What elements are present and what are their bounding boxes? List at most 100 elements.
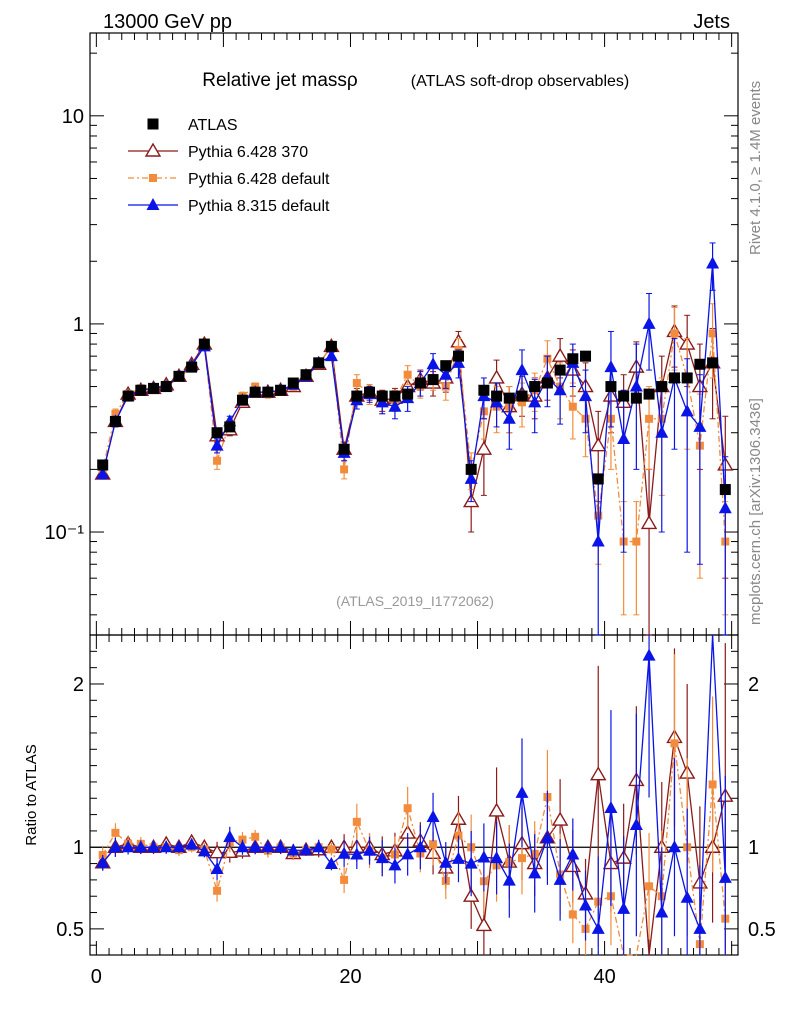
data-point-pythia-8-315-default bbox=[617, 431, 631, 444]
y-tick-label-right: 0.5 bbox=[748, 919, 776, 941]
ratio-point-pythia-8-315-default bbox=[413, 840, 427, 853]
data-point-pythia-8-315-default bbox=[553, 383, 567, 396]
ratio-point-pythia-8-315-default bbox=[363, 843, 377, 856]
ratio-point-pythia-6-428-default bbox=[352, 817, 361, 826]
ratio-point-pythia-8-315-default bbox=[248, 840, 262, 853]
data-point-atlas bbox=[160, 381, 172, 393]
data-point-atlas bbox=[376, 390, 388, 402]
data-point-atlas bbox=[656, 381, 668, 393]
data-point-atlas bbox=[135, 384, 147, 396]
data-point-atlas bbox=[173, 370, 185, 382]
data-point-atlas bbox=[325, 340, 337, 352]
header-left: 13000 GeV pp bbox=[103, 11, 232, 33]
series-line-pythia-8-315-default bbox=[102, 263, 726, 542]
data-point-pythia-8-315-default bbox=[324, 349, 338, 362]
y-tick-label: 2 bbox=[73, 674, 84, 696]
legend-label: Pythia 6.428 370 bbox=[188, 144, 308, 161]
x-tick-label: 0 bbox=[91, 966, 102, 988]
ratio-point-pythia-8-315-default bbox=[667, 840, 681, 853]
ratio-point-pythia-8-315-default bbox=[121, 840, 135, 853]
legend-marker bbox=[147, 118, 159, 130]
ratio-point-pythia-8-315-default bbox=[502, 873, 516, 886]
data-point-atlas bbox=[503, 392, 515, 404]
data-point-pythia-8-315-default bbox=[718, 501, 732, 514]
data-point-atlas bbox=[592, 473, 604, 485]
chart-title: Relative jet massρ bbox=[202, 70, 358, 91]
data-point-pythia-6-428-370 bbox=[488, 369, 505, 384]
ratio-point-pythia-8-315-default bbox=[324, 856, 338, 869]
chart-subtitle: (ATLAS soft-drop observables) bbox=[411, 73, 629, 90]
ratio-point-pythia-8-315-default bbox=[337, 846, 351, 859]
ratio-point-pythia-8-315-default bbox=[528, 866, 542, 879]
ratio-point-pythia-8-315-default bbox=[579, 898, 593, 911]
ratio-point-pythia-8-315-default bbox=[388, 858, 402, 871]
data-point-atlas bbox=[97, 459, 109, 471]
data-point-atlas bbox=[211, 427, 223, 439]
ratio-point-pythia-8-315-default bbox=[159, 840, 173, 853]
series-line-pythia-6-428-370 bbox=[102, 330, 726, 524]
data-point-pythia-8-315-default bbox=[528, 395, 542, 408]
ratio-point-pythia-6-428-default bbox=[403, 804, 412, 813]
ratio-point-pythia-8-315-default bbox=[604, 801, 618, 814]
legend-marker bbox=[146, 198, 160, 210]
data-point-pythia-8-315-default bbox=[579, 389, 593, 402]
data-point-atlas bbox=[402, 388, 414, 400]
data-point-pythia-8-315-default bbox=[680, 404, 694, 417]
data-point-pythia-6-428-370 bbox=[551, 347, 569, 362]
data-point-pythia-6-428-default bbox=[111, 409, 120, 418]
ratio-point-pythia-8-315-default bbox=[642, 648, 656, 661]
legend-marker bbox=[144, 142, 162, 157]
ratio-point-pythia-8-315-default bbox=[540, 830, 554, 843]
data-point-pythia-6-428-default bbox=[632, 537, 641, 546]
data-point-pythia-8-315-default bbox=[706, 256, 720, 269]
ratio-point-pythia-8-315-default bbox=[718, 870, 732, 883]
y-tick-label: 1 bbox=[73, 314, 84, 336]
ratio-point-pythia-8-315-default bbox=[134, 840, 148, 853]
data-point-pythia-6-428-default bbox=[403, 370, 412, 379]
y-tick-label: 10 bbox=[62, 106, 84, 128]
data-point-pythia-6-428-370 bbox=[475, 440, 493, 455]
ratio-point-pythia-8-315-default bbox=[477, 850, 491, 863]
ratio-point-pythia-8-315-default bbox=[108, 840, 122, 853]
ratio-point-pythia-8-315-default bbox=[490, 851, 504, 864]
data-point-pythia-6-428-default bbox=[708, 329, 717, 338]
y-tick-label: 0.5 bbox=[56, 919, 84, 941]
data-point-atlas bbox=[389, 390, 401, 402]
ratio-point-pythia-8-315-default bbox=[147, 840, 161, 853]
data-point-atlas bbox=[541, 377, 553, 389]
data-point-pythia-6-428-default bbox=[568, 402, 577, 411]
data-point-pythia-6-428-default bbox=[213, 456, 222, 465]
ratio-point-pythia-8-315-default bbox=[655, 905, 669, 918]
ratio-point-pythia-6-428-default bbox=[327, 845, 336, 854]
ratio-point-pythia-8-315-default bbox=[223, 830, 237, 843]
data-point-atlas bbox=[491, 390, 503, 402]
ratio-point-pythia-8-315-default bbox=[515, 785, 529, 798]
data-point-atlas bbox=[198, 338, 210, 350]
x-tick-label: 40 bbox=[593, 966, 615, 988]
data-point-pythia-6-428-default bbox=[670, 329, 679, 338]
data-point-atlas bbox=[300, 369, 312, 381]
data-point-pythia-8-315-default bbox=[591, 534, 605, 547]
ratio-point-pythia-8-315-default bbox=[451, 851, 465, 864]
ratio-point-pythia-8-315-default bbox=[680, 890, 694, 903]
data-point-pythia-8-315-default bbox=[464, 471, 478, 484]
ratio-point-pythia-8-315-default bbox=[629, 817, 643, 830]
data-point-pythia-6-428-370 bbox=[590, 437, 607, 452]
data-point-atlas bbox=[364, 386, 376, 398]
data-point-atlas bbox=[427, 374, 439, 386]
data-point-atlas bbox=[618, 390, 630, 402]
ratio-point-pythia-6-428-370 bbox=[551, 811, 569, 826]
data-point-atlas bbox=[580, 350, 592, 362]
ratio-point-pythia-8-315-default bbox=[464, 856, 478, 869]
header-right: Jets bbox=[693, 11, 730, 33]
data-point-atlas bbox=[694, 358, 706, 370]
ratio-point-pythia-6-428-370 bbox=[475, 917, 493, 932]
ratio-plot-frame bbox=[89, 634, 739, 956]
ratio-point-pythia-8-315-default bbox=[375, 851, 389, 864]
y-tick-label: 10⁻¹ bbox=[45, 522, 85, 544]
data-point-atlas bbox=[529, 381, 541, 393]
data-point-pythia-6-428-default bbox=[340, 465, 349, 474]
ratio-point-pythia-6-428-370 bbox=[488, 802, 505, 817]
data-point-pythia-6-428-370 bbox=[640, 515, 658, 530]
data-point-atlas bbox=[668, 372, 680, 384]
